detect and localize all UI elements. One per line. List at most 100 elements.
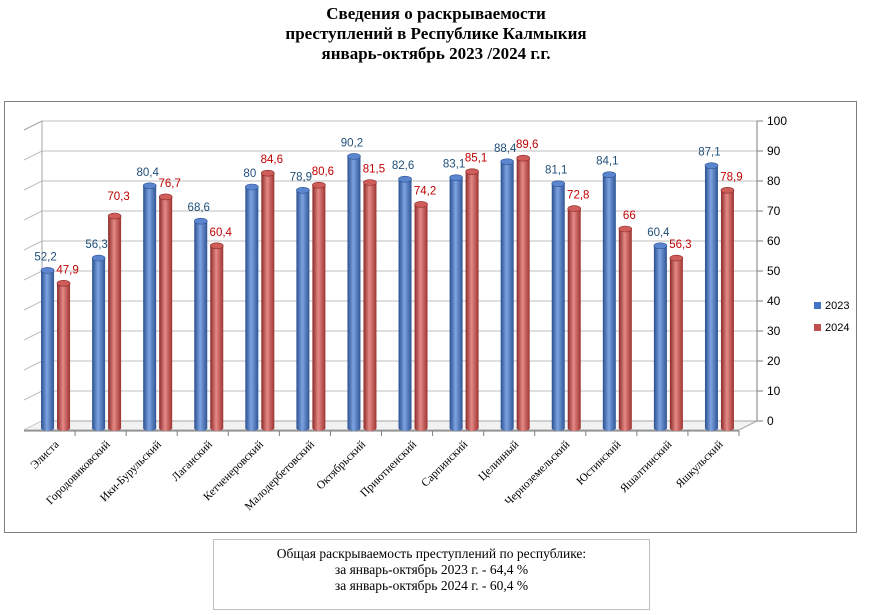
bar-top-2023-13 xyxy=(704,162,719,169)
bar-base-2024-7 xyxy=(414,425,428,431)
chart-frame xyxy=(4,101,857,533)
bar-2024-13 xyxy=(720,190,734,428)
bar-top-2024-2 xyxy=(158,193,173,201)
bar-top-2023-6 xyxy=(347,153,361,160)
title-line-1: Сведения о раскрываемости xyxy=(326,4,546,23)
bar-2023-2 xyxy=(143,185,157,428)
data-label-2023: 56,3 xyxy=(85,239,107,251)
category-label: Юстинский xyxy=(574,439,623,488)
gridline-depth xyxy=(23,240,43,251)
data-label-2024: 85,1 xyxy=(465,153,487,165)
bar-2024-0 xyxy=(57,283,71,428)
bar-top-2023-12 xyxy=(653,242,668,250)
data-label-2023: 80 xyxy=(243,168,256,180)
bar-base-2024-1 xyxy=(108,425,122,431)
bar-base-2023-7 xyxy=(398,425,412,431)
bar-top-2024-4 xyxy=(261,169,275,177)
bar-2023-5 xyxy=(296,190,310,428)
bar-base-2023-1 xyxy=(92,425,106,431)
bar-base-2024-0 xyxy=(57,425,71,431)
legend: 2023 2024 xyxy=(814,300,849,334)
category-label: Октябрьский xyxy=(315,439,369,493)
data-label-2023: 84,1 xyxy=(596,156,618,168)
bar-top-2024-10 xyxy=(567,205,582,212)
data-label-2024: 74,2 xyxy=(414,185,436,197)
bar-base-2023-2 xyxy=(143,425,157,431)
y-tick-label: 0 xyxy=(767,414,774,428)
bar-2024-10 xyxy=(567,208,581,428)
bar-2024-1 xyxy=(108,216,122,428)
data-label-2023: 81,1 xyxy=(545,165,567,177)
data-label-2024: 66 xyxy=(623,210,636,222)
bar-2023-12 xyxy=(653,245,667,428)
data-label-2023: 78,9 xyxy=(290,171,312,183)
bar-top-2024-11 xyxy=(618,225,633,233)
summary-line-3: за январь-октябрь 2024 г. - 60,4 % xyxy=(334,578,529,593)
bar-top-2024-0 xyxy=(56,279,71,287)
summary-box: Общая раскрываемость преступлений по рес… xyxy=(213,539,650,610)
data-label-2024: 47,9 xyxy=(56,264,78,276)
bar-2023-0 xyxy=(41,270,55,428)
summary-line-2: за январь-октябрь 2023 г. - 64,4 % xyxy=(334,562,529,577)
bar-base-2024-13 xyxy=(720,425,734,431)
bars xyxy=(40,153,735,431)
gridline-depth xyxy=(23,300,43,311)
y-tick-label: 30 xyxy=(767,324,781,338)
category-label: Элиста xyxy=(29,439,62,472)
bar-top-2023-8 xyxy=(449,174,463,181)
bar-top-2023-9 xyxy=(500,158,514,166)
bar-top-2024-3 xyxy=(209,242,224,250)
bar-base-2024-8 xyxy=(465,425,479,431)
data-label-2024: 80,6 xyxy=(312,166,334,178)
bar-base-2023-13 xyxy=(704,425,718,431)
data-label-2024: 70,3 xyxy=(107,191,129,203)
bar-top-2023-7 xyxy=(398,175,412,183)
gridline-depth xyxy=(23,390,43,401)
gridline-depth xyxy=(23,360,43,371)
bar-2023-6 xyxy=(347,156,361,428)
bar-2023-9 xyxy=(500,161,514,429)
gridline-depth xyxy=(23,150,43,161)
y-tick-label: 20 xyxy=(767,354,781,368)
y-tick-label: 50 xyxy=(767,264,781,278)
y-tick-label: 80 xyxy=(767,174,781,188)
data-label-2024: 89,6 xyxy=(516,139,538,151)
bar-2024-5 xyxy=(312,185,326,428)
y-tick-label: 100 xyxy=(767,114,787,128)
data-label-2023: 90,2 xyxy=(341,137,363,149)
gridlines xyxy=(23,120,757,401)
bar-2023-1 xyxy=(92,258,106,428)
gridline-depth xyxy=(23,330,43,341)
bar-2023-7 xyxy=(398,179,412,428)
bar-base-2024-12 xyxy=(669,425,683,431)
bar-base-2023-5 xyxy=(296,425,310,431)
bar-top-2023-1 xyxy=(91,254,106,262)
bar-top-2024-9 xyxy=(516,154,530,162)
bar-2024-4 xyxy=(261,173,275,428)
bar-2023-11 xyxy=(602,174,616,428)
y-tick-label: 90 xyxy=(767,144,781,158)
bar-top-2024-5 xyxy=(312,181,326,189)
bar-top-2024-12 xyxy=(669,254,684,262)
bar-base-2024-5 xyxy=(312,425,326,431)
bar-2024-11 xyxy=(618,229,632,428)
bar-2024-2 xyxy=(159,196,173,428)
category-label: Лаганский xyxy=(170,439,215,484)
bar-base-2024-6 xyxy=(363,425,377,431)
legend-label-2024: 2024 xyxy=(825,322,849,334)
data-label-2023: 68,6 xyxy=(188,202,210,214)
bar-2023-3 xyxy=(194,221,208,428)
bar-base-2023-9 xyxy=(500,425,514,431)
data-label-2023: 52,2 xyxy=(34,251,56,263)
data-label-2023: 80,4 xyxy=(136,167,159,179)
bar-top-2023-3 xyxy=(193,217,208,225)
bar-top-2024-13 xyxy=(720,187,735,194)
bar-2023-8 xyxy=(449,177,463,428)
data-label-2023: 87,1 xyxy=(698,147,720,159)
data-label-2024: 84,6 xyxy=(261,154,283,166)
y-tick-label: 70 xyxy=(767,204,781,218)
bar-base-2024-10 xyxy=(567,425,581,431)
data-label-2024: 81,5 xyxy=(363,164,385,176)
bar-top-2023-2 xyxy=(142,182,157,190)
